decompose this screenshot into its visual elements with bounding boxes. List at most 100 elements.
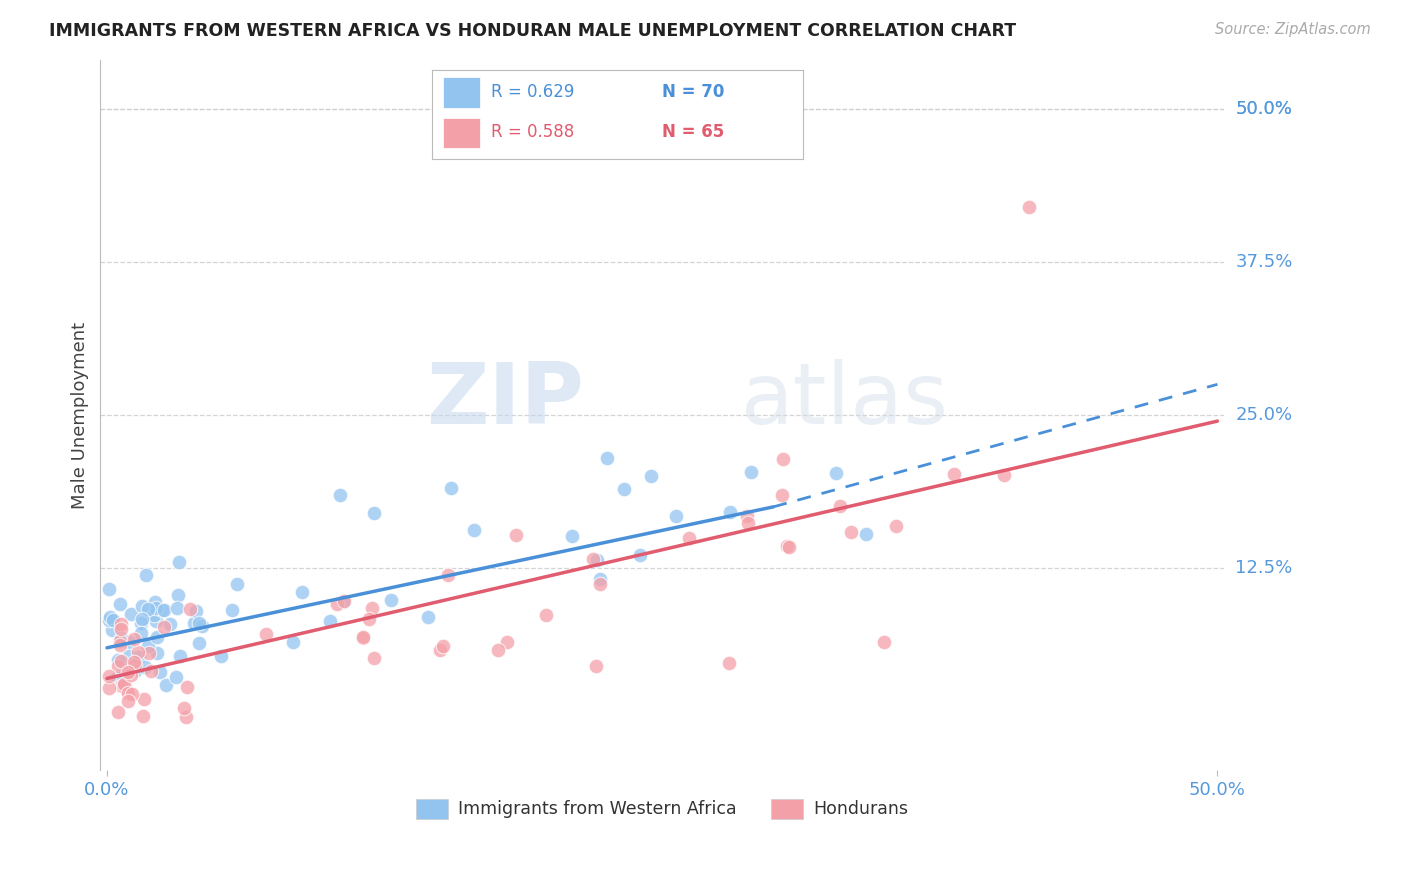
Point (110, 617, 132, 632)
Point (146, 631, 169, 645)
Text: Source: ZipAtlas.com: Source: ZipAtlas.com (1215, 22, 1371, 37)
Point (124, 664, 146, 678)
Point (613, 482, 636, 496)
Text: 37.5%: 37.5% (1236, 252, 1292, 271)
Point (418, 610, 440, 624)
Point (630, 548, 652, 562)
Point (770, 488, 793, 502)
Point (561, 529, 583, 543)
Point (188, 615, 211, 630)
Point (120, 668, 142, 682)
Point (112, 679, 135, 693)
Point (98, 613, 121, 627)
Point (150, 602, 173, 616)
Point (115, 681, 138, 696)
Point (142, 607, 165, 622)
Point (735, 509, 758, 524)
Point (107, 659, 129, 673)
Point (117, 693, 139, 707)
Point (165, 670, 187, 684)
Point (718, 505, 741, 519)
Point (429, 643, 451, 657)
Point (146, 646, 169, 660)
Point (122, 655, 145, 669)
Point (943, 467, 966, 482)
Point (112, 657, 135, 672)
Point (98, 609, 121, 624)
Point (120, 607, 142, 621)
Point (737, 516, 759, 530)
Point (107, 705, 129, 719)
Point (775, 539, 797, 553)
Point (101, 623, 124, 637)
Text: IMMIGRANTS FROM WESTERN AFRICA VS HONDURAN MALE UNEMPLOYMENT CORRELATION CHART: IMMIGRANTS FROM WESTERN AFRICA VS HONDUR… (49, 22, 1017, 40)
Point (131, 599, 153, 614)
Point (131, 612, 153, 626)
Point (319, 614, 342, 628)
Point (363, 506, 385, 520)
Point (98, 582, 121, 596)
Point (139, 664, 162, 678)
Point (588, 577, 610, 591)
Point (149, 665, 172, 680)
Point (291, 585, 314, 599)
Point (254, 627, 277, 641)
Point (138, 602, 160, 616)
Point (124, 658, 146, 673)
Point (121, 687, 143, 701)
Point (118, 665, 141, 679)
Point (665, 509, 688, 524)
Point (128, 649, 150, 664)
Point (353, 630, 375, 644)
Point (145, 615, 167, 629)
Point (117, 686, 139, 700)
Point (134, 691, 156, 706)
Text: 50.0%: 50.0% (1236, 100, 1292, 118)
Point (585, 659, 607, 673)
Point (110, 632, 132, 646)
Point (167, 589, 190, 603)
Point (166, 600, 188, 615)
Point (589, 572, 612, 586)
Point (534, 608, 557, 623)
Point (145, 601, 167, 615)
Point (188, 636, 211, 650)
Point (505, 527, 527, 541)
Point (437, 568, 460, 582)
Point (884, 518, 907, 533)
Point (98, 669, 121, 683)
Point (108, 638, 131, 652)
Point (209, 648, 232, 663)
Point (108, 633, 131, 648)
Point (143, 595, 166, 609)
Text: ZIP: ZIP (426, 359, 583, 442)
Point (153, 602, 176, 616)
Point (332, 595, 354, 609)
Point (169, 555, 191, 569)
Point (326, 598, 349, 612)
Point (110, 654, 132, 668)
Point (112, 660, 135, 674)
Point (136, 639, 159, 653)
Point (153, 620, 176, 634)
Point (363, 650, 385, 665)
Point (179, 602, 201, 616)
Point (360, 601, 382, 615)
Point (855, 527, 877, 541)
Point (186, 604, 208, 618)
Point (352, 631, 374, 645)
Point (131, 615, 153, 630)
Point (107, 653, 129, 667)
Point (132, 708, 155, 723)
Text: atlas: atlas (741, 359, 949, 442)
Point (440, 482, 463, 496)
Point (585, 553, 607, 567)
Point (155, 677, 177, 691)
Point (825, 467, 848, 481)
Point (830, 499, 852, 513)
Text: 25.0%: 25.0% (1236, 406, 1292, 424)
Legend: Immigrants from Western Africa, Hondurans: Immigrants from Western Africa, Honduran… (409, 792, 915, 826)
Point (226, 576, 249, 591)
Point (717, 656, 740, 670)
Point (118, 635, 141, 649)
